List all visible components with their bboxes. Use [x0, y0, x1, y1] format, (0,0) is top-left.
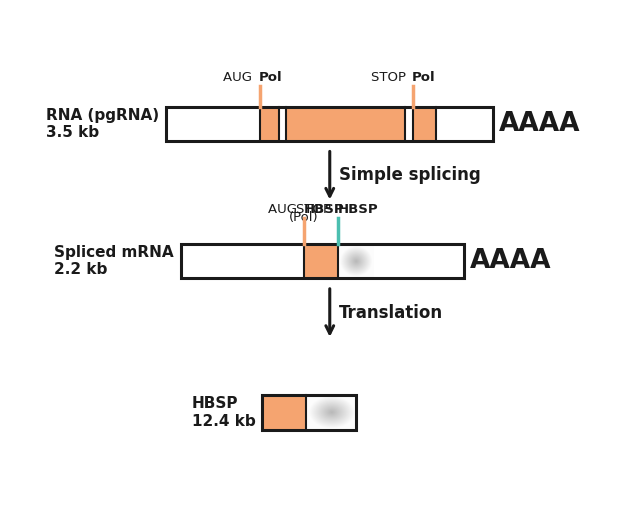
Text: HBSP: HBSP [338, 203, 378, 216]
Bar [181, 244, 464, 278]
Bar [286, 107, 405, 141]
Bar [338, 244, 464, 278]
Text: Pol: Pol [412, 71, 436, 84]
Bar [304, 244, 338, 278]
Bar [279, 107, 286, 141]
Bar [260, 107, 279, 141]
Text: STOP: STOP [371, 71, 410, 84]
Text: AUG: AUG [223, 71, 257, 84]
Text: Pol: Pol [259, 71, 282, 84]
Bar [181, 244, 464, 278]
Text: AAAA: AAAA [470, 248, 552, 274]
Text: AUG: AUG [268, 203, 302, 216]
Text: HBSP: HBSP [304, 203, 344, 216]
Text: Spliced mRNA
2.2 kb: Spliced mRNA 2.2 kb [54, 245, 174, 277]
Text: HBSP
12.4 kb: HBSP 12.4 kb [192, 396, 255, 429]
Bar [181, 244, 304, 278]
Text: STOP: STOP [296, 203, 336, 216]
Bar [166, 107, 260, 141]
Text: (Pol): (Pol) [290, 211, 319, 224]
Text: Simple splicing: Simple splicing [339, 166, 481, 185]
Bar [436, 107, 493, 141]
Bar [262, 394, 356, 430]
Bar [405, 107, 413, 141]
Text: RNA (pgRNA)
3.5 kb: RNA (pgRNA) 3.5 kb [46, 108, 159, 140]
Bar [413, 107, 436, 141]
Text: Translation: Translation [339, 304, 443, 322]
Text: AAAA: AAAA [499, 111, 580, 136]
Bar [262, 394, 306, 430]
Bar [166, 107, 493, 141]
Bar [166, 107, 493, 141]
